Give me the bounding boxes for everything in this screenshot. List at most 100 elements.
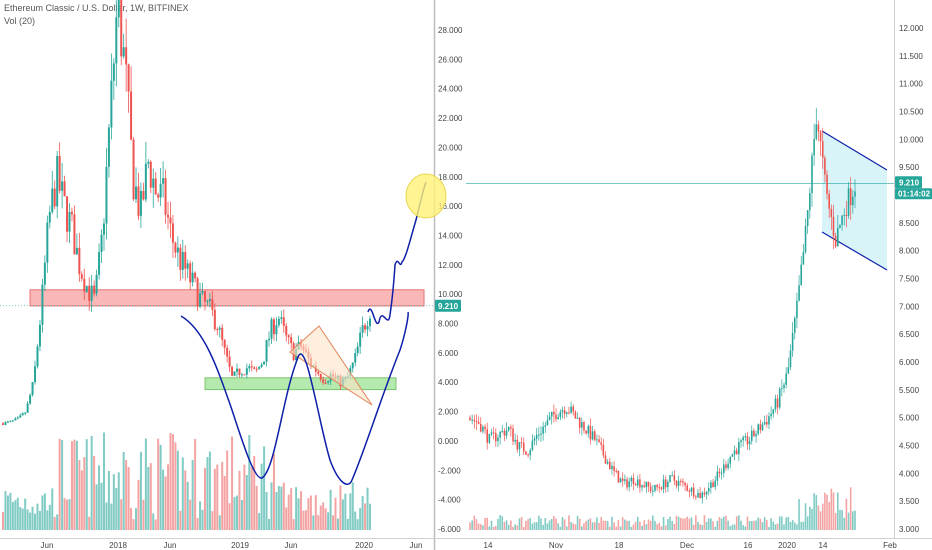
candle-body [492, 432, 495, 434]
candle-body [662, 479, 665, 490]
volume-bar [63, 498, 66, 530]
volume-bar [596, 517, 598, 530]
volume-bar [677, 516, 680, 530]
candle-body [93, 285, 96, 294]
candle-body [26, 403, 29, 413]
volume-bar [154, 519, 157, 530]
volume-bar [781, 516, 783, 530]
candle-body [647, 481, 650, 487]
volume-bar [647, 519, 650, 530]
volume-bar [307, 498, 310, 530]
x-tick-label: Nov [549, 541, 563, 550]
candle-body [48, 211, 51, 223]
volume-bar [624, 519, 626, 530]
candle-body [824, 157, 826, 175]
volume-bar [701, 525, 704, 530]
candle-body [354, 353, 357, 363]
candle-body [654, 484, 656, 491]
candle-body [585, 430, 587, 434]
candle-body [70, 211, 73, 215]
candle-body [46, 222, 49, 263]
volume-bar [78, 460, 81, 530]
candle-body [843, 214, 846, 216]
candle-body [793, 318, 796, 333]
candle-body [740, 440, 742, 443]
volume-bar [260, 463, 263, 530]
candle-body [546, 420, 549, 426]
volume-bar [152, 513, 155, 530]
volume-bar [727, 520, 729, 530]
volume-bar [482, 525, 484, 530]
volume-bar [503, 521, 506, 530]
candle-body [725, 464, 727, 469]
candle-body [710, 482, 712, 488]
volume-bar [662, 516, 665, 530]
volume-bar [817, 505, 820, 530]
volume-bar [806, 516, 809, 530]
volume-bar [351, 482, 354, 530]
price-badge [895, 176, 922, 189]
volume-bar [117, 472, 120, 530]
candle-body [679, 480, 682, 482]
price-badge [435, 299, 461, 312]
falling-wedge-pattern [289, 325, 373, 406]
volume-bar [778, 516, 781, 530]
candle-body [572, 406, 575, 412]
candle-body [641, 485, 643, 488]
volume-bar [346, 518, 349, 530]
volume-bar [14, 500, 17, 530]
candle-body [677, 480, 680, 486]
candle-body [826, 174, 828, 195]
volume-bar [604, 520, 607, 530]
volume-bar [162, 469, 165, 530]
candle-body [248, 366, 251, 369]
volume-bar [75, 440, 78, 530]
volume-bar [768, 526, 770, 530]
volume-indicator-label: Vol (20) [4, 16, 35, 26]
volume-bar [250, 466, 253, 530]
candle-body [750, 430, 753, 441]
candle-body [127, 64, 130, 92]
volume-bar [617, 520, 620, 530]
x-tick-label: Jun [164, 541, 177, 550]
volume-bar [591, 522, 594, 530]
volume-bar [843, 517, 846, 530]
candle-body [568, 412, 570, 414]
candle-body [815, 124, 818, 139]
candle-body [628, 481, 630, 488]
volume-bar [53, 517, 56, 530]
volume-bar [809, 506, 811, 530]
candle-body [619, 478, 622, 483]
candle-body [716, 471, 719, 481]
candle-body [781, 388, 783, 390]
right-x-axis: 14 Nov 18 Dec 16 2020 14 Feb [484, 541, 898, 550]
candle-body [95, 274, 98, 294]
candle-body [221, 327, 224, 340]
candle-body [159, 183, 162, 198]
volume-bar [228, 503, 231, 530]
volume-bar [285, 507, 288, 530]
candle-body [181, 251, 184, 270]
volume-bar [553, 515, 555, 530]
volume-bar [322, 502, 325, 530]
candle-body [783, 384, 785, 389]
candle-body [578, 417, 581, 428]
candle-body [21, 413, 24, 416]
candle-body [544, 425, 547, 427]
candle-body [105, 166, 108, 224]
volume-bar [832, 492, 835, 530]
candle-body [152, 178, 155, 188]
volume-bar [159, 444, 162, 530]
x-tick-label: 2018 [109, 541, 127, 550]
candle-body [270, 319, 273, 339]
volume-bar [679, 517, 682, 530]
volume-bar [6, 495, 9, 530]
volume-bar [115, 488, 118, 530]
candle-body [705, 491, 708, 495]
volume-bar [334, 497, 337, 530]
candle-body [147, 161, 150, 164]
candle-body [596, 439, 598, 441]
volume-bar [589, 518, 592, 530]
candle-body [557, 417, 559, 420]
candle-body [263, 361, 266, 365]
